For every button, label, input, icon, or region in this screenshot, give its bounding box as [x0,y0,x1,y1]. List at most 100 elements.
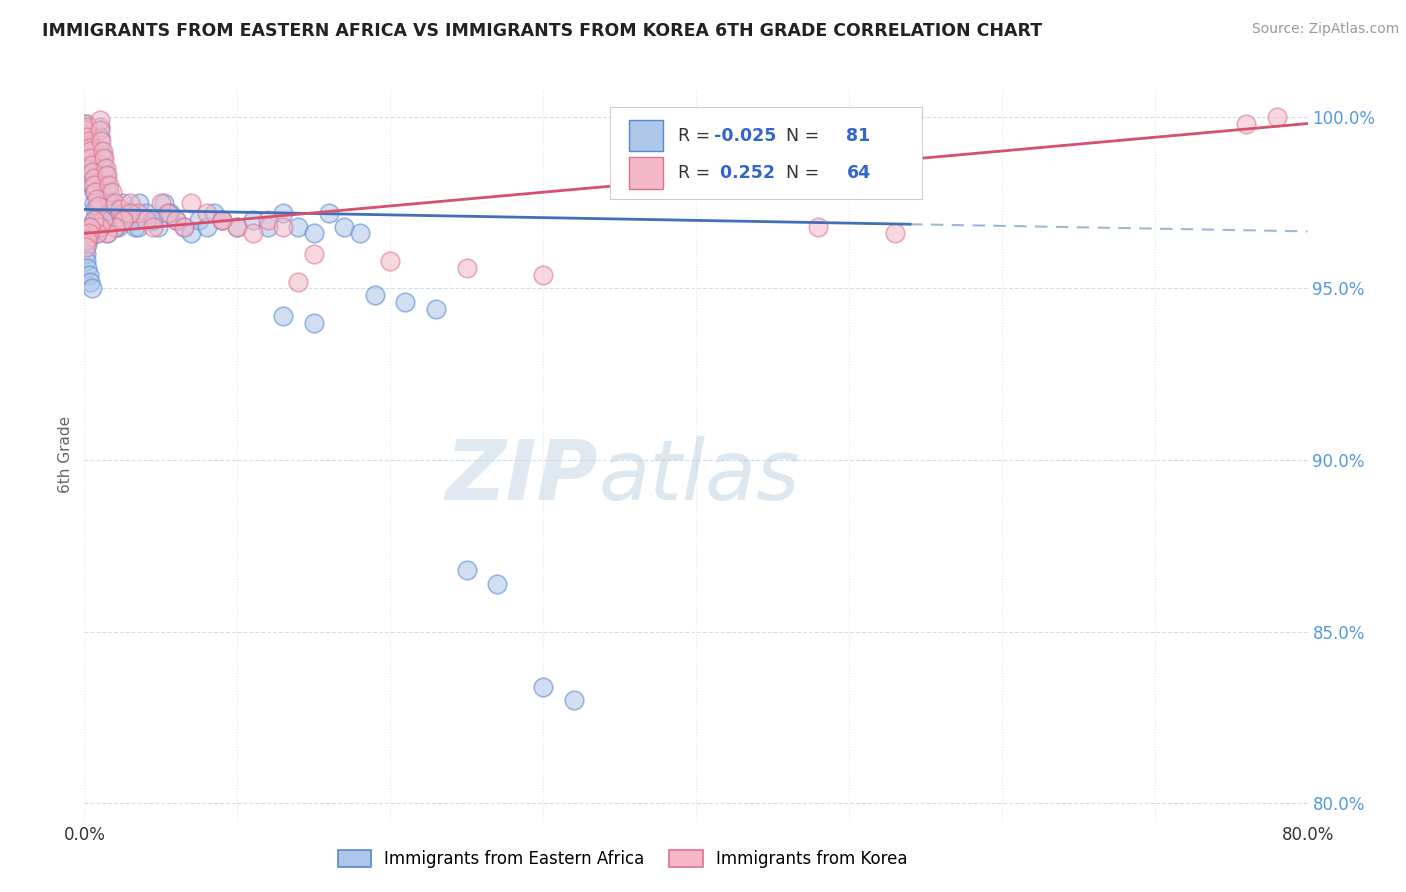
Point [124,219,146,234]
Point [127,219,149,234]
Point [80,164,103,178]
Point [104,212,127,227]
Point [157,206,180,220]
Text: Source: ZipAtlas.com: Source: ZipAtlas.com [1251,22,1399,37]
Point [79,275,101,289]
Point [1234,116,1257,130]
Point [394,295,416,310]
Point [195,219,218,234]
Point [76,233,98,247]
Point [75,116,97,130]
Point [302,316,325,330]
Point [302,247,325,261]
Point [108,202,131,217]
Point [242,212,264,227]
Point [79,151,101,165]
Point [271,206,294,220]
Point [86,212,108,227]
Point [80,178,103,193]
Point [94,161,117,176]
Point [883,227,905,241]
Point [76,134,98,148]
Point [83,178,105,193]
Point [75,247,97,261]
Point [257,219,280,234]
Point [79,219,101,234]
Point [87,219,110,234]
Point [83,195,105,210]
Point [91,212,114,227]
Point [104,219,127,234]
Point [456,563,478,577]
Point [531,268,554,282]
Point [93,151,115,165]
Point [77,227,100,241]
Point [127,206,149,220]
Point [77,144,100,158]
Point [96,168,118,182]
Point [226,219,249,234]
Point [76,120,98,134]
Point [97,178,120,193]
Point [75,123,97,137]
Point [211,212,233,227]
Point [83,171,105,186]
Point [242,227,264,241]
Point [75,253,97,268]
Point [83,212,105,227]
Point [101,185,124,199]
Point [101,206,124,220]
Point [141,212,163,227]
Point [104,195,127,210]
FancyBboxPatch shape [610,108,922,199]
Point [94,168,117,182]
Bar [628,157,664,189]
Text: 0.252: 0.252 [714,164,775,182]
Text: 81: 81 [846,127,870,145]
Point [115,206,138,220]
Point [364,288,387,302]
Point [104,219,127,234]
Point [79,161,101,176]
Point [77,230,100,244]
Point [112,212,135,227]
Text: R =: R = [678,127,716,145]
Point [226,219,249,234]
Text: atlas: atlas [598,436,800,517]
Point [84,185,107,199]
Point [149,195,172,210]
Point [89,130,111,145]
Point [77,137,100,152]
Point [180,195,202,210]
Point [79,151,101,165]
Point [90,144,112,158]
Text: ZIP: ZIP [446,436,598,517]
Point [153,195,176,210]
Point [91,212,114,227]
Point [120,206,142,220]
Point [165,212,187,227]
Point [531,680,554,694]
Point [79,219,101,234]
Point [91,151,114,165]
Point [120,195,142,210]
Point [271,219,294,234]
Point [287,275,309,289]
Point [562,693,585,707]
Bar [628,120,664,152]
Point [111,195,134,210]
Point [89,120,111,134]
Point [76,236,98,251]
Text: -0.025: -0.025 [714,127,776,145]
Point [98,195,121,210]
Point [195,206,218,220]
Point [86,227,108,241]
Point [84,202,107,217]
Text: N =: N = [776,164,825,182]
Point [80,164,103,178]
Point [188,212,211,227]
Point [135,206,157,220]
Point [211,212,233,227]
Point [271,309,294,323]
Point [76,123,98,137]
